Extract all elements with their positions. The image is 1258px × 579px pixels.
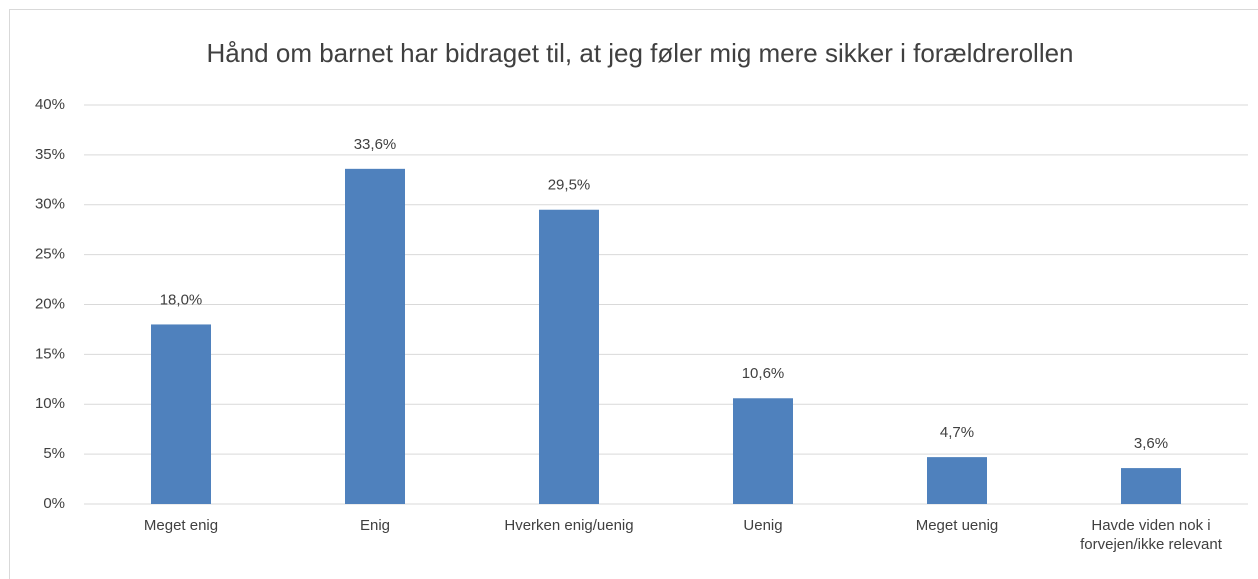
data-label: 3,6% (1134, 435, 1168, 452)
y-tick-label: 40% (35, 96, 65, 113)
bar (733, 398, 793, 504)
data-label: 18,0% (160, 291, 203, 308)
data-label: 29,5% (548, 177, 591, 194)
data-label: 10,6% (742, 365, 785, 382)
y-tick-label: 15% (35, 345, 65, 362)
y-tick-label: 5% (43, 445, 65, 462)
x-tick-label: Meget enig (143, 517, 219, 534)
y-tick-label: 0% (43, 495, 65, 512)
data-label: 4,7% (940, 424, 974, 441)
bar (345, 168, 405, 504)
data-label: 33,6% (354, 136, 397, 153)
y-tick-label: 30% (35, 196, 65, 213)
x-tick-label: Meget uenig (915, 517, 999, 534)
x-tick-label: Enig (359, 517, 391, 534)
bar (151, 324, 211, 504)
bar (1121, 468, 1181, 504)
x-tick-label: Hverken enig/uenig (504, 517, 634, 534)
chart-frame (9, 9, 1258, 579)
y-tick-label: 20% (35, 295, 65, 312)
x-tick-label: Havde viden nok i forvejen/ikke relevant (1080, 517, 1222, 553)
bar (539, 209, 599, 505)
x-tick-label: Uenig (743, 517, 783, 534)
chart-title: Hånd om barnet har bidraget til, at jeg … (206, 38, 1073, 68)
y-tick-label: 35% (35, 146, 65, 163)
y-tick-label: 25% (35, 246, 65, 263)
y-tick-label: 10% (35, 395, 65, 412)
bar (927, 457, 987, 504)
